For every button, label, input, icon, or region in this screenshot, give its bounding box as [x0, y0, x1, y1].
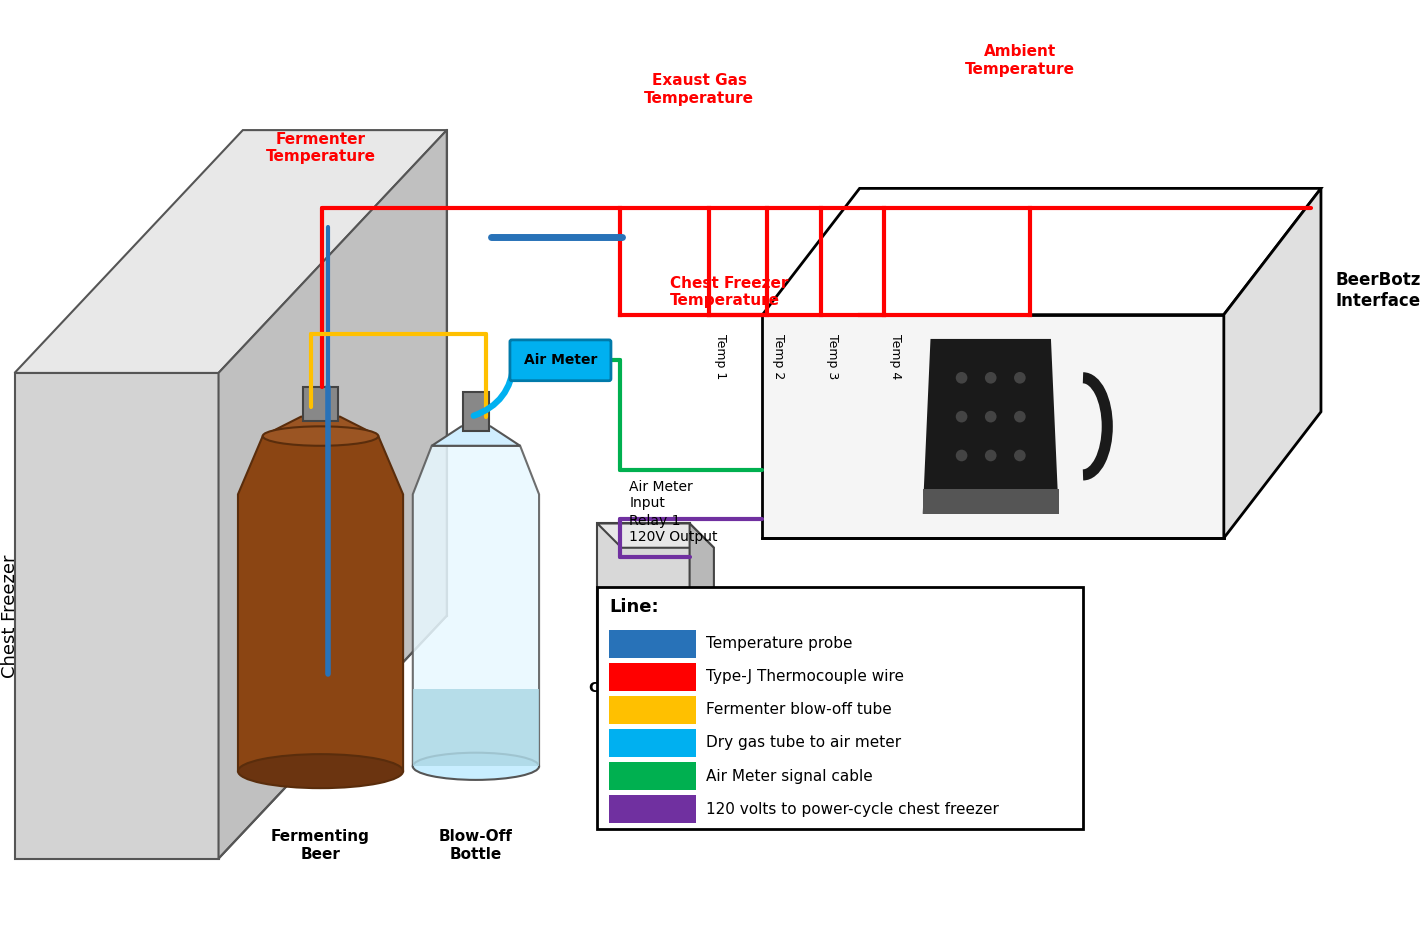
Text: BeerBotz
Interface: BeerBotz Interface: [1335, 271, 1421, 310]
Text: Relay 1
120V Output: Relay 1 120V Output: [630, 514, 718, 544]
Bar: [597, 586, 1082, 830]
Text: Type-J Thermocouple wire: Type-J Thermocouple wire: [705, 669, 904, 684]
Text: Line:: Line:: [608, 598, 658, 616]
Polygon shape: [14, 373, 218, 859]
Text: Temp 1: Temp 1: [714, 334, 727, 379]
Text: Exaust Gas
Temperature: Exaust Gas Temperature: [644, 74, 754, 106]
Text: Ambient
Temperature: Ambient Temperature: [965, 44, 1075, 76]
Bar: [608, 763, 697, 789]
Circle shape: [1014, 372, 1025, 383]
Polygon shape: [413, 446, 538, 767]
Ellipse shape: [263, 427, 378, 446]
Text: Chest Freezer: Chest Freezer: [0, 554, 19, 678]
Polygon shape: [763, 314, 1224, 538]
Polygon shape: [14, 130, 447, 373]
Circle shape: [985, 372, 997, 383]
Polygon shape: [263, 416, 378, 436]
Bar: [597, 524, 690, 660]
Bar: [608, 796, 697, 822]
Text: Fermenting
Beer: Fermenting Beer: [271, 830, 370, 862]
Circle shape: [985, 411, 997, 423]
Bar: [608, 664, 697, 691]
Bar: [608, 631, 697, 658]
Polygon shape: [218, 130, 447, 859]
Text: Blow-Off
Bottle: Blow-Off Bottle: [438, 830, 513, 862]
Bar: [608, 730, 697, 756]
Polygon shape: [1224, 189, 1321, 538]
Circle shape: [985, 449, 997, 462]
Circle shape: [955, 411, 967, 423]
Text: Air Meter signal cable: Air Meter signal cable: [705, 768, 873, 784]
Polygon shape: [763, 189, 1321, 314]
Text: Dry gas tube to air meter: Dry gas tube to air meter: [705, 735, 901, 750]
Bar: [608, 697, 697, 723]
Polygon shape: [303, 387, 338, 421]
Circle shape: [1014, 449, 1025, 462]
Circle shape: [955, 449, 967, 462]
Circle shape: [955, 372, 967, 383]
Text: Fermenter
Temperature: Fermenter Temperature: [266, 132, 376, 164]
Polygon shape: [597, 524, 714, 548]
Ellipse shape: [238, 754, 403, 788]
Text: Chest Freezer
Temperature: Chest Freezer Temperature: [670, 276, 788, 308]
Polygon shape: [238, 436, 403, 771]
Text: Temp 4: Temp 4: [888, 334, 901, 379]
Text: Temp 2: Temp 2: [773, 334, 785, 379]
FancyBboxPatch shape: [510, 340, 611, 380]
Circle shape: [1014, 411, 1025, 423]
Polygon shape: [413, 688, 538, 767]
Polygon shape: [922, 339, 1058, 514]
Polygon shape: [922, 490, 1058, 514]
Ellipse shape: [413, 752, 538, 780]
Text: Air Meter
Input: Air Meter Input: [630, 480, 693, 510]
Text: Fermenter blow-off tube: Fermenter blow-off tube: [705, 702, 892, 717]
Polygon shape: [431, 427, 520, 446]
Text: Temperature probe: Temperature probe: [705, 636, 853, 651]
Text: 120 volts to power-cycle chest freezer: 120 volts to power-cycle chest freezer: [705, 801, 1000, 817]
Polygon shape: [463, 393, 488, 431]
Text: Air Meter: Air Meter: [524, 353, 597, 367]
Text: Temp 3: Temp 3: [825, 334, 838, 379]
Text: Chest Freezer
Motor: Chest Freezer Motor: [588, 681, 697, 711]
Polygon shape: [690, 524, 714, 683]
